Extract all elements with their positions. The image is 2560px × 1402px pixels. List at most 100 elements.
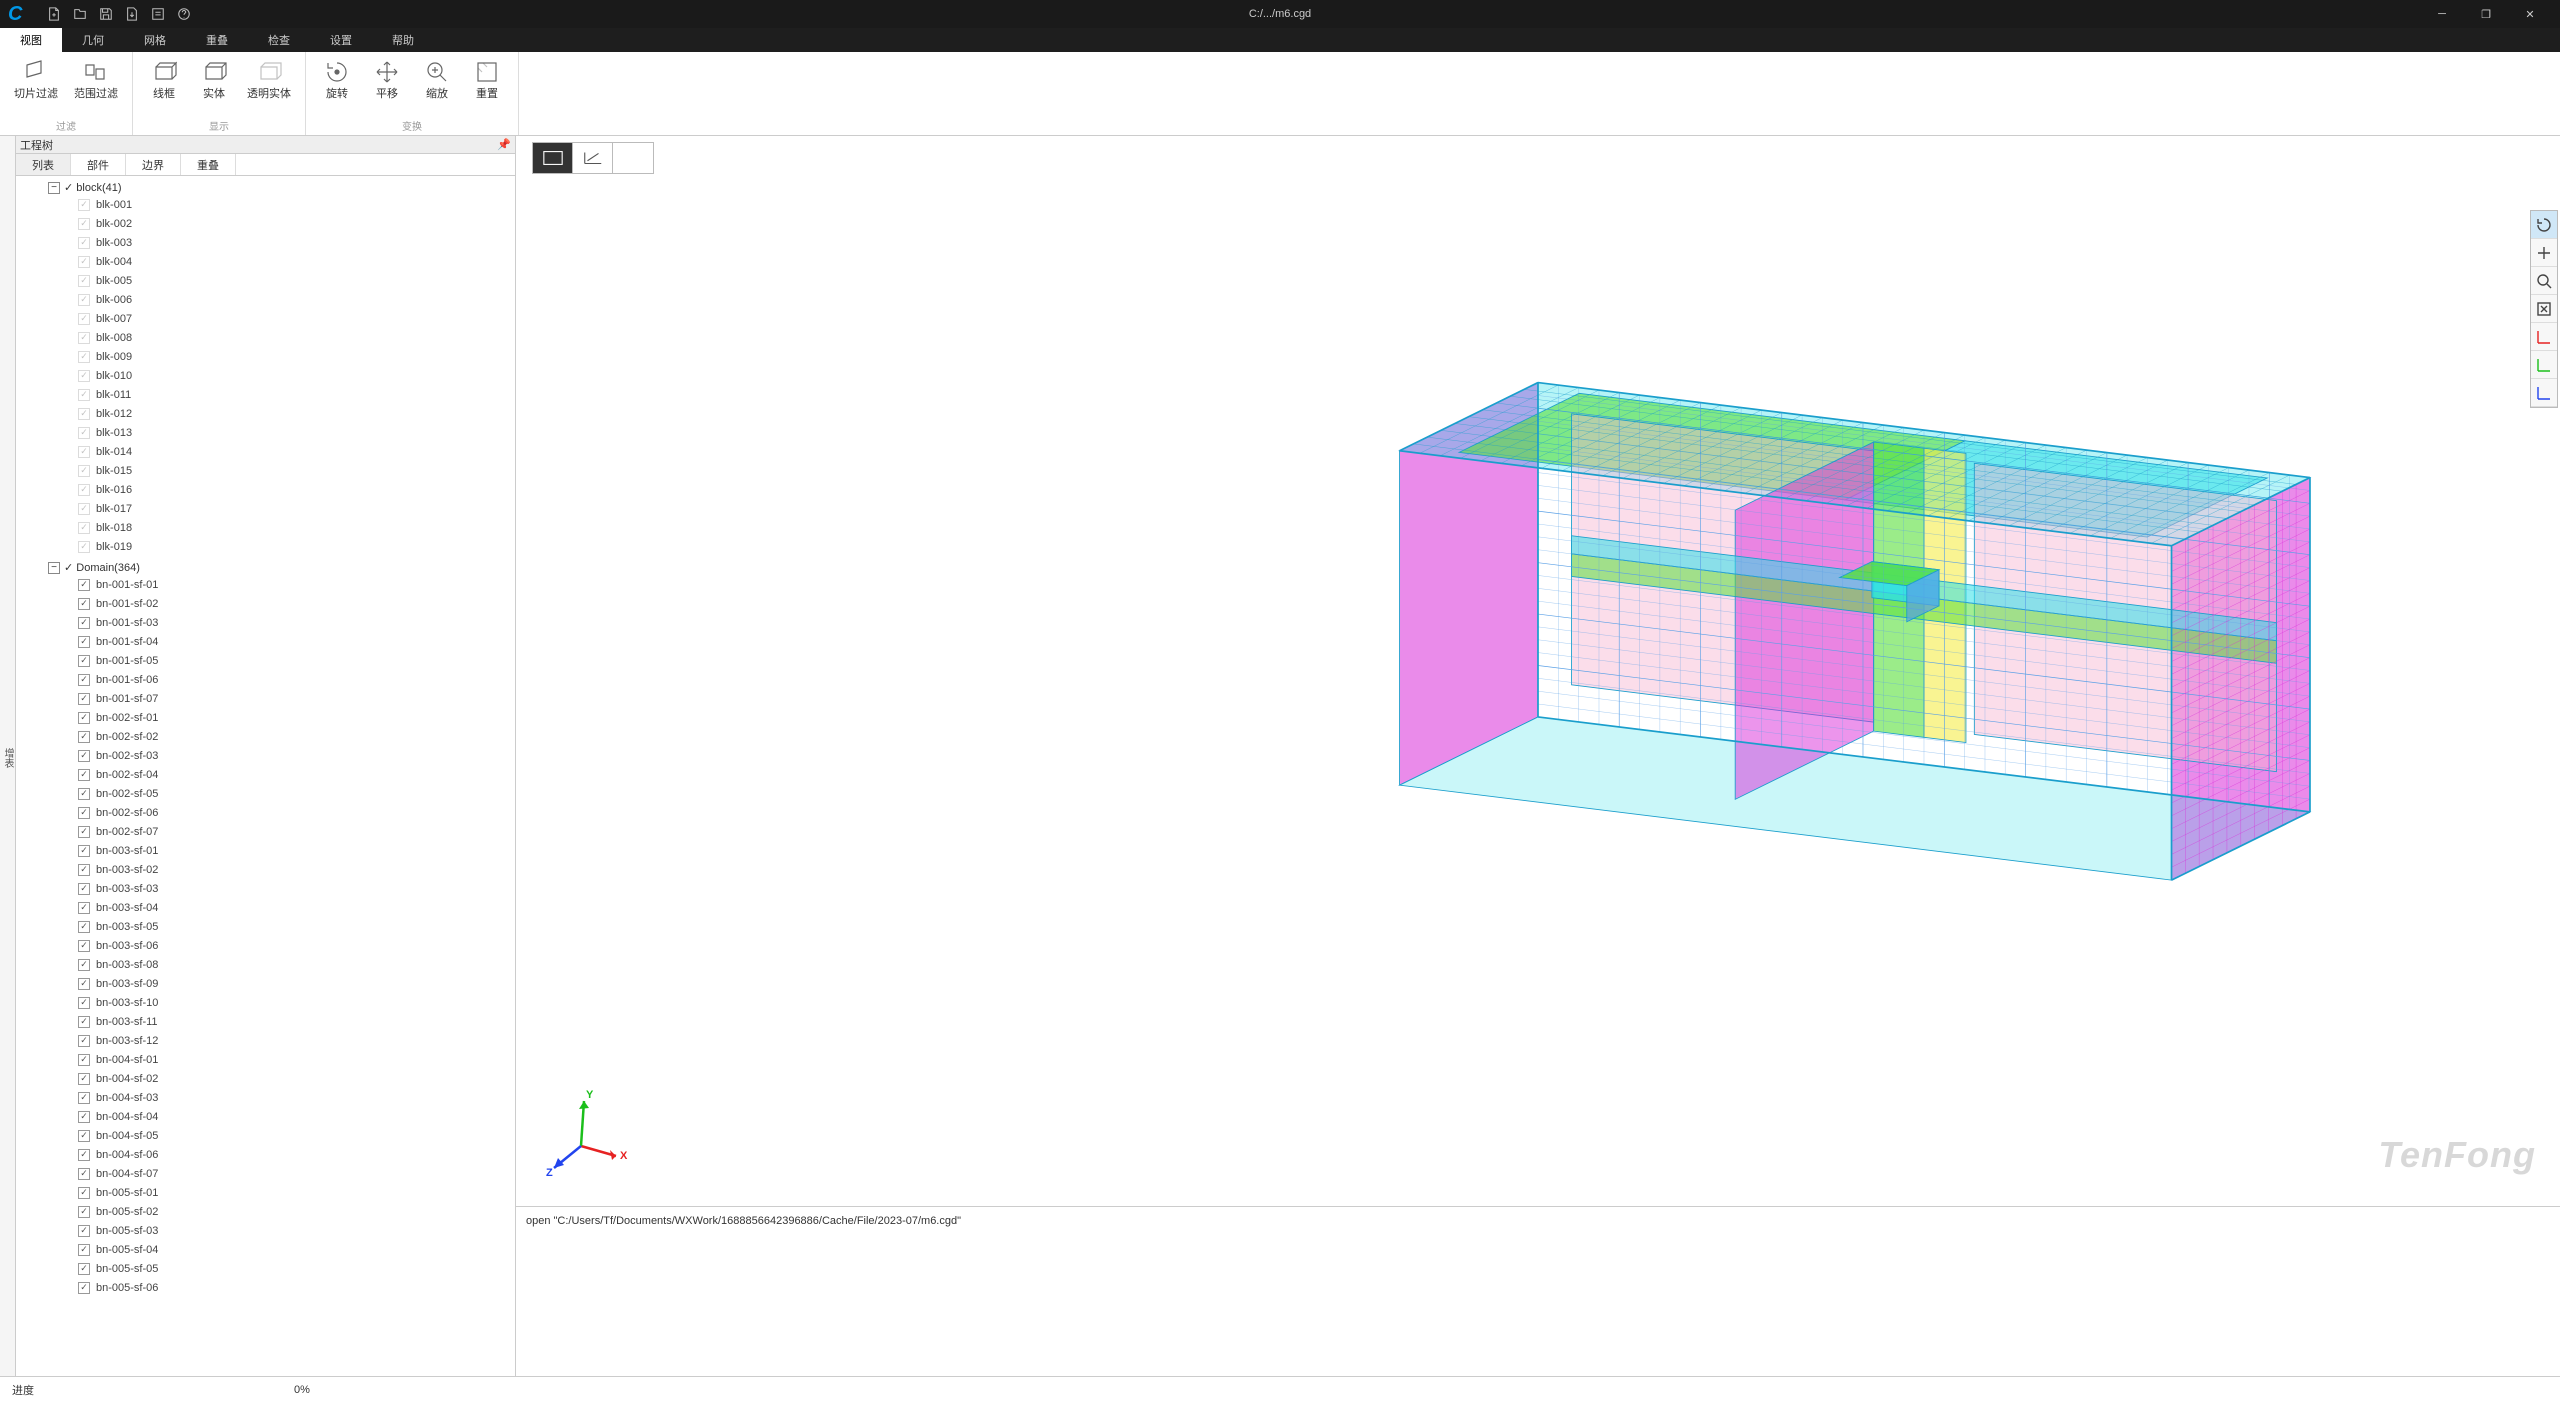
maximize-button[interactable]: ❐	[2464, 0, 2508, 28]
tree-item[interactable]: ✓blk-010	[18, 366, 513, 385]
tree-item[interactable]: ✓bn-005-sf-02	[18, 1202, 513, 1221]
tree-item[interactable]: ✓blk-018	[18, 518, 513, 537]
menu-item-6[interactable]: 帮助	[372, 28, 434, 52]
tree-item[interactable]: ✓blk-006	[18, 290, 513, 309]
tree-item[interactable]: ✓blk-017	[18, 499, 513, 518]
checkbox[interactable]: ✓	[78, 332, 90, 344]
expand-icon[interactable]: −	[48, 182, 60, 194]
checkbox[interactable]: ✓	[78, 769, 90, 781]
menu-item-5[interactable]: 设置	[310, 28, 372, 52]
tree-item[interactable]: ✓blk-019	[18, 537, 513, 556]
checkbox[interactable]: ✓	[78, 712, 90, 724]
checkbox[interactable]: ✓	[78, 598, 90, 610]
ribbon-solid-button[interactable]: 实体	[189, 54, 239, 117]
tree-item[interactable]: ✓bn-004-sf-04	[18, 1107, 513, 1126]
checkbox[interactable]: ✓	[78, 1225, 90, 1237]
checkbox[interactable]: ✓	[78, 370, 90, 382]
tree-item[interactable]: ✓blk-012	[18, 404, 513, 423]
rightbar-zoom-button[interactable]	[2531, 267, 2557, 295]
checkbox[interactable]: ✓	[78, 313, 90, 325]
checkbox[interactable]: ✓	[78, 788, 90, 800]
tree-item[interactable]: ✓blk-016	[18, 480, 513, 499]
menu-item-0[interactable]: 视图	[0, 28, 62, 52]
checkbox[interactable]: ✓	[78, 674, 90, 686]
tree-item[interactable]: ✓bn-004-sf-05	[18, 1126, 513, 1145]
tree-item[interactable]: ✓bn-001-sf-03	[18, 613, 513, 632]
checkbox[interactable]: ✓	[78, 1244, 90, 1256]
tree-item[interactable]: ✓bn-003-sf-08	[18, 955, 513, 974]
checkbox[interactable]: ✓	[78, 351, 90, 363]
ribbon-wire-button[interactable]: 线框	[139, 54, 189, 117]
tree-item[interactable]: ✓blk-002	[18, 214, 513, 233]
rightbar-axis2-button[interactable]	[2531, 351, 2557, 379]
tree-item[interactable]: ✓bn-001-sf-06	[18, 670, 513, 689]
checkbox[interactable]: ✓	[78, 902, 90, 914]
ribbon-range-button[interactable]: 范围过滤	[66, 54, 126, 117]
help-icon[interactable]	[172, 2, 196, 26]
tree-item[interactable]: ✓bn-002-sf-04	[18, 765, 513, 784]
rightbar-axis3-button[interactable]	[2531, 379, 2557, 407]
tree-item[interactable]: ✓blk-009	[18, 347, 513, 366]
save-icon[interactable]	[94, 2, 118, 26]
tree-item[interactable]: ✓bn-001-sf-01	[18, 575, 513, 594]
checkbox[interactable]: ✓	[78, 1054, 90, 1066]
tree-item[interactable]: ✓bn-001-sf-05	[18, 651, 513, 670]
ribbon-slice-button[interactable]: 切片过滤	[6, 54, 66, 117]
tree-item[interactable]: ✓bn-003-sf-04	[18, 898, 513, 917]
tree-item[interactable]: ✓bn-002-sf-07	[18, 822, 513, 841]
tree-item[interactable]: ✓blk-015	[18, 461, 513, 480]
checkbox[interactable]: ✓	[78, 408, 90, 420]
ribbon-reset-button[interactable]: 重置	[462, 54, 512, 117]
checkbox[interactable]: ✓	[78, 750, 90, 762]
tree-item[interactable]: ✓bn-004-sf-01	[18, 1050, 513, 1069]
checkbox[interactable]: ✓	[78, 237, 90, 249]
checkbox[interactable]: ✓	[78, 1111, 90, 1123]
checkbox[interactable]: ✓	[78, 199, 90, 211]
tree-item[interactable]: ✓blk-001	[18, 195, 513, 214]
close-button[interactable]: ✕	[2508, 0, 2552, 28]
tree-item[interactable]: ✓bn-003-sf-01	[18, 841, 513, 860]
new-file-icon[interactable]	[42, 2, 66, 26]
tree-item[interactable]: ✓bn-005-sf-03	[18, 1221, 513, 1240]
tree-item[interactable]: ✓bn-004-sf-02	[18, 1069, 513, 1088]
tree-item[interactable]: ✓blk-013	[18, 423, 513, 442]
tree-tab-2[interactable]: 边界	[126, 154, 181, 175]
tree-item[interactable]: ✓bn-004-sf-03	[18, 1088, 513, 1107]
checkbox[interactable]: ✓	[78, 617, 90, 629]
checkbox[interactable]: ✓	[78, 256, 90, 268]
menu-item-3[interactable]: 重叠	[186, 28, 248, 52]
checkbox[interactable]: ✓	[78, 731, 90, 743]
ribbon-rotate-button[interactable]: 旋转	[312, 54, 362, 117]
checkbox[interactable]: ✓	[64, 561, 73, 574]
tree-item[interactable]: ✓bn-002-sf-02	[18, 727, 513, 746]
checkbox[interactable]: ✓	[78, 997, 90, 1009]
export-icon[interactable]	[120, 2, 144, 26]
checkbox[interactable]: ✓	[78, 579, 90, 591]
tree-item[interactable]: ✓bn-003-sf-06	[18, 936, 513, 955]
tree-item[interactable]: ✓blk-007	[18, 309, 513, 328]
tree-item[interactable]: ✓bn-001-sf-02	[18, 594, 513, 613]
tree-item[interactable]: ✓bn-004-sf-06	[18, 1145, 513, 1164]
tree-item[interactable]: ✓bn-005-sf-06	[18, 1278, 513, 1297]
tree-item[interactable]: ✓blk-004	[18, 252, 513, 271]
tree-item[interactable]: ✓bn-003-sf-03	[18, 879, 513, 898]
rightbar-pan-button[interactable]	[2531, 239, 2557, 267]
settings-icon[interactable]	[146, 2, 170, 26]
side-collapse-tab[interactable]: 增表	[0, 136, 16, 1376]
checkbox[interactable]: ✓	[78, 218, 90, 230]
tree-item[interactable]: ✓bn-003-sf-09	[18, 974, 513, 993]
tree-item[interactable]: ✓bn-003-sf-05	[18, 917, 513, 936]
open-file-icon[interactable]	[68, 2, 92, 26]
checkbox[interactable]: ✓	[78, 807, 90, 819]
tree-item[interactable]: ✓blk-014	[18, 442, 513, 461]
tree-item[interactable]: ✓bn-003-sf-02	[18, 860, 513, 879]
checkbox[interactable]: ✓	[78, 465, 90, 477]
tree-item[interactable]: ✓bn-002-sf-05	[18, 784, 513, 803]
tree-item[interactable]: ✓bn-003-sf-10	[18, 993, 513, 1012]
tree-item[interactable]: ✓blk-005	[18, 271, 513, 290]
checkbox[interactable]: ✓	[64, 181, 73, 194]
menu-item-2[interactable]: 网格	[124, 28, 186, 52]
tree-item[interactable]: ✓bn-003-sf-11	[18, 1012, 513, 1031]
checkbox[interactable]: ✓	[78, 446, 90, 458]
checkbox[interactable]: ✓	[78, 959, 90, 971]
